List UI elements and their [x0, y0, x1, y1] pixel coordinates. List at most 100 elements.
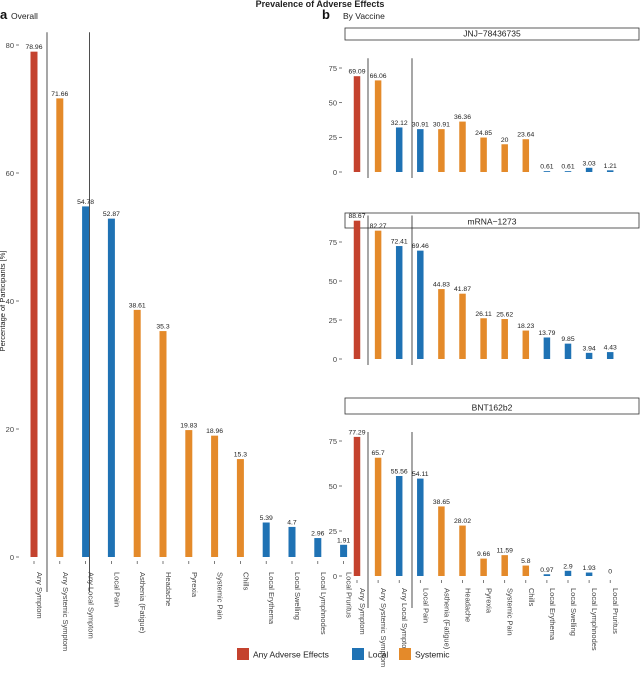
data-label: 4.7	[287, 519, 297, 526]
bar	[236, 459, 244, 557]
bar	[288, 526, 296, 557]
bar	[459, 293, 466, 359]
panel-b-subtitle: By Vaccine	[343, 11, 385, 21]
data-label: 25.62	[496, 312, 513, 319]
y-tick-label: 75	[329, 64, 337, 73]
bar	[185, 430, 193, 557]
bar	[374, 457, 382, 576]
x-tick-label: Asthenia (Fatigue)	[442, 588, 451, 650]
data-label: 54.11	[412, 471, 429, 478]
bar	[374, 80, 382, 172]
y-axis-title: Percentage of Participants [%]	[0, 251, 7, 352]
y-tick-label: 25	[329, 133, 337, 142]
y-tick-label: 50	[329, 277, 337, 286]
data-label: 5.8	[521, 558, 531, 565]
legend-label-local: Local	[368, 650, 388, 660]
figure-title: Prevalence of Adverse Effects	[256, 0, 385, 9]
bar	[417, 250, 424, 359]
x-tick-label: Local Erythema	[267, 572, 276, 625]
data-label: 35.3	[156, 324, 169, 331]
data-label: 28.02	[454, 518, 471, 525]
y-tick-label: 0	[333, 572, 337, 581]
bar	[438, 289, 445, 359]
data-label: 11.59	[496, 548, 513, 555]
bar	[107, 218, 115, 557]
data-label: 0.97	[540, 567, 553, 574]
bar	[211, 435, 219, 557]
bar	[417, 478, 424, 576]
data-label: 55.56	[391, 468, 408, 475]
legend-swatch-local	[352, 648, 364, 660]
x-tick-label: Any Local Symptom	[400, 588, 409, 655]
x-tick-label: Chills	[241, 572, 250, 591]
data-label: 20	[501, 137, 509, 144]
bar	[56, 98, 64, 557]
data-label: 4.43	[604, 345, 617, 352]
bar	[133, 309, 141, 557]
facet-title: mRNA−1273	[468, 217, 517, 227]
x-tick-label: Systemic Pain	[506, 588, 515, 636]
data-label: 30.91	[412, 122, 429, 129]
bar	[585, 352, 593, 359]
y-tick-label: 80	[6, 41, 14, 50]
bar	[395, 475, 403, 576]
y-tick-label: 75	[329, 238, 337, 247]
bar	[585, 167, 593, 172]
data-label: 71.66	[51, 91, 68, 98]
data-label: 13.79	[538, 330, 555, 337]
bar	[395, 246, 403, 359]
chart-4: BNT162b2 0 25 50 75 77.29 Any Symptom 65.7 Any S…	[329, 397, 640, 667]
data-label: 0.61	[561, 164, 574, 171]
x-tick-label: Any Systemic Symptom	[379, 588, 388, 667]
bar	[543, 337, 551, 359]
data-label: 2.9	[563, 563, 573, 570]
bar	[522, 330, 530, 359]
bar	[522, 565, 530, 576]
bar	[262, 522, 270, 557]
bar	[30, 51, 38, 557]
data-label: 69.09	[348, 69, 365, 76]
legend-swatch-any	[237, 648, 249, 660]
x-tick-label: Any Local Symptom	[87, 572, 96, 639]
bar	[501, 555, 508, 576]
bar	[353, 436, 361, 576]
legend-label-any: Any Adverse Effects	[253, 650, 329, 660]
data-label: 23.64	[517, 132, 534, 139]
x-tick-label: Local Lymphnodes	[319, 572, 328, 635]
data-label: 41.87	[454, 286, 471, 293]
bar	[564, 570, 572, 576]
x-tick-label: Headache	[164, 572, 173, 606]
data-label: 65.7	[371, 450, 384, 457]
bar	[501, 319, 508, 359]
bar	[522, 139, 530, 172]
bar	[353, 220, 361, 359]
data-label: 82.27	[370, 223, 387, 230]
bar	[606, 170, 614, 172]
data-label: 9.85	[561, 336, 574, 343]
bar	[82, 206, 90, 557]
bar	[438, 129, 445, 172]
data-label: 69.46	[412, 243, 429, 250]
bar	[459, 525, 466, 576]
data-label: 19.83	[180, 423, 197, 430]
x-tick-label: Asthenia (Fatigue)	[138, 572, 147, 634]
data-label: 54.78	[77, 199, 94, 206]
data-label: 44.83	[433, 282, 450, 289]
bar	[501, 144, 508, 172]
y-tick-label: 0	[333, 355, 337, 364]
x-tick-label: Local Lymphnodes	[590, 588, 599, 651]
chart-3: mRNA−1273 0 25 50 75 88.67 82.27 72.41 69.46 44.8…	[329, 212, 640, 365]
data-label: 36.36	[454, 114, 471, 121]
data-label: 30.91	[433, 122, 450, 129]
x-tick-label: Any Systemic Symptom	[61, 572, 70, 651]
bar	[159, 331, 167, 557]
chart-2: JNJ−78436735 0 25 50 75 69.09 66.06 32.12 30.91 3…	[329, 27, 640, 178]
y-tick-label: 75	[329, 437, 337, 446]
bar	[340, 544, 348, 557]
bar	[417, 129, 424, 172]
x-tick-label: Pyrexia	[485, 588, 494, 614]
charts-layer: 0 20 40 60 80 78.96 Any Symptom 71.66 Any System…	[0, 27, 640, 667]
data-label: 32.12	[391, 120, 408, 127]
data-label: 3.03	[582, 160, 595, 167]
